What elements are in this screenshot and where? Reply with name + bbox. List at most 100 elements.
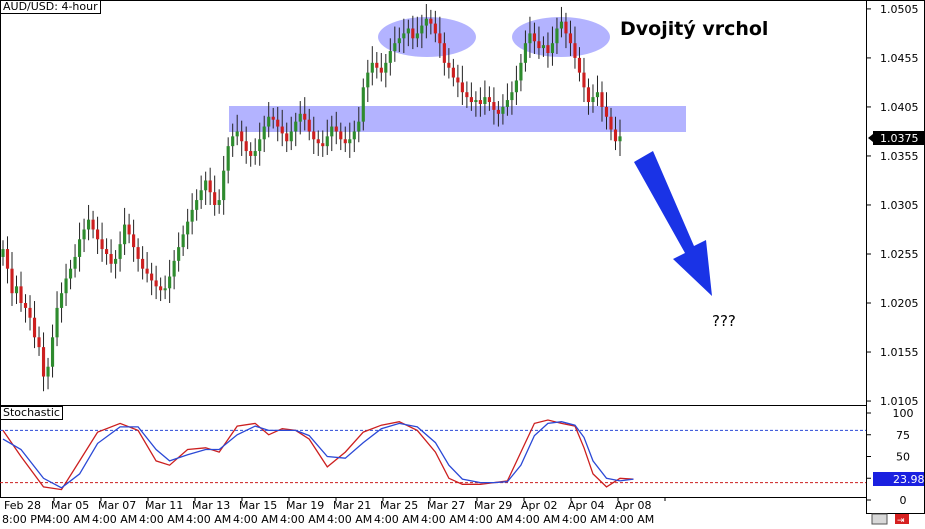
candle-body [330, 126, 334, 137]
question-label: ??? [712, 312, 736, 330]
stoch-badge [873, 472, 924, 486]
candle-body [249, 151, 253, 156]
candle-body [496, 109, 500, 114]
candle-body [222, 170, 226, 201]
resistance-zone [229, 106, 686, 132]
candle-body [379, 67, 383, 73]
time-label-date: Mar 21 [333, 499, 371, 512]
time-label-date: Apr 04 [568, 499, 605, 512]
close-icon[interactable] [895, 514, 909, 524]
price-tick-label: 1.0455 [880, 52, 919, 65]
candle-body [312, 131, 316, 140]
candle-body [541, 45, 546, 49]
candle-body [483, 97, 487, 104]
stoch-panel-frame [0, 405, 867, 498]
candle-body [285, 133, 289, 142]
candle-body [231, 136, 235, 147]
candle-body [127, 224, 131, 235]
candle-body [114, 258, 118, 264]
candle-body [375, 62, 379, 68]
candle-body [325, 136, 329, 147]
stoch-panel-title: Stochastic [0, 406, 63, 420]
candle-body [177, 247, 181, 261]
time-label-hour: 4:00 AM [92, 513, 137, 525]
candle-body [55, 307, 59, 338]
scroll-toggle-icon[interactable] [871, 513, 888, 525]
candle-body [532, 33, 537, 42]
candle-body [59, 293, 64, 308]
candle-body [582, 72, 586, 88]
price-badge-pointer [868, 134, 873, 142]
stochastic-group [0, 419, 866, 491]
candle-body [474, 100, 478, 103]
stoch-tick-label: 75 [896, 429, 910, 442]
candle-body [523, 43, 527, 63]
candle-body [537, 41, 541, 49]
candle-body [348, 139, 352, 144]
time-label-date: Mar 07 [98, 499, 136, 512]
candle-body [573, 43, 577, 58]
candle-body [406, 28, 410, 34]
candle-body [168, 276, 172, 289]
time-label-hour: 4:00 AM [233, 513, 278, 525]
candle-body [186, 221, 190, 235]
price-tick-label: 1.0255 [880, 248, 919, 261]
stoch-tick-label: 0 [900, 494, 907, 507]
candle-body [50, 337, 55, 367]
candle-body [402, 33, 406, 39]
candle-body [546, 45, 550, 54]
candle-body [487, 97, 491, 103]
price-tick-label: 1.0105 [880, 395, 919, 408]
candle-body [46, 366, 50, 377]
time-label-hour: 4:00 AM [609, 513, 654, 525]
candle-body [235, 131, 239, 137]
candle-body [613, 129, 618, 142]
candle-body [1, 249, 5, 257]
price-tick-label: 1.0205 [880, 297, 919, 310]
time-label-hour: 4:00 AM [327, 513, 372, 525]
candle-body [105, 249, 109, 254]
stoch-line-d [2, 421, 634, 489]
candle-body [244, 141, 248, 152]
candle-body [294, 121, 298, 132]
candle-body [41, 347, 46, 377]
candle-body [199, 190, 203, 201]
price-badge-text: 1.0375 [880, 132, 919, 145]
time-label-date: Mar 13 [192, 499, 230, 512]
candle-body [172, 260, 176, 277]
price-tick-label: 1.0305 [880, 199, 919, 212]
time-label-date: Mar 29 [474, 499, 512, 512]
candle-body [352, 131, 356, 140]
candle-body [492, 102, 496, 110]
candle-body [568, 33, 573, 44]
candle-body [370, 62, 374, 73]
candle-body [181, 234, 185, 248]
stoch-line-k [2, 419, 634, 491]
candle-body [267, 116, 271, 127]
stoch-tick-label: 100 [893, 407, 914, 420]
candle-body [447, 62, 451, 68]
candle-body [109, 253, 113, 264]
time-label-date: Feb 28 [4, 499, 41, 512]
candle-body [32, 317, 37, 338]
time-label-date: Mar 15 [239, 499, 277, 512]
candle-body [217, 200, 221, 205]
candle-body [150, 273, 154, 281]
candle-body [618, 136, 622, 142]
candle-body [411, 28, 415, 39]
candle-body [226, 146, 230, 171]
time-label-date: Mar 19 [286, 499, 324, 512]
candle-body [77, 239, 82, 257]
candle-body [145, 268, 149, 274]
candle-body [23, 303, 28, 308]
time-label-hour: 4:00 AM [421, 513, 466, 525]
time-label-hour: 4:00 AM [515, 513, 560, 525]
top-ellipse-first [378, 17, 476, 57]
price-tick-label: 1.0405 [880, 101, 919, 114]
candle-body [141, 258, 145, 269]
candle-body [303, 113, 307, 120]
candle-body [154, 280, 158, 287]
candle-body [397, 38, 401, 44]
